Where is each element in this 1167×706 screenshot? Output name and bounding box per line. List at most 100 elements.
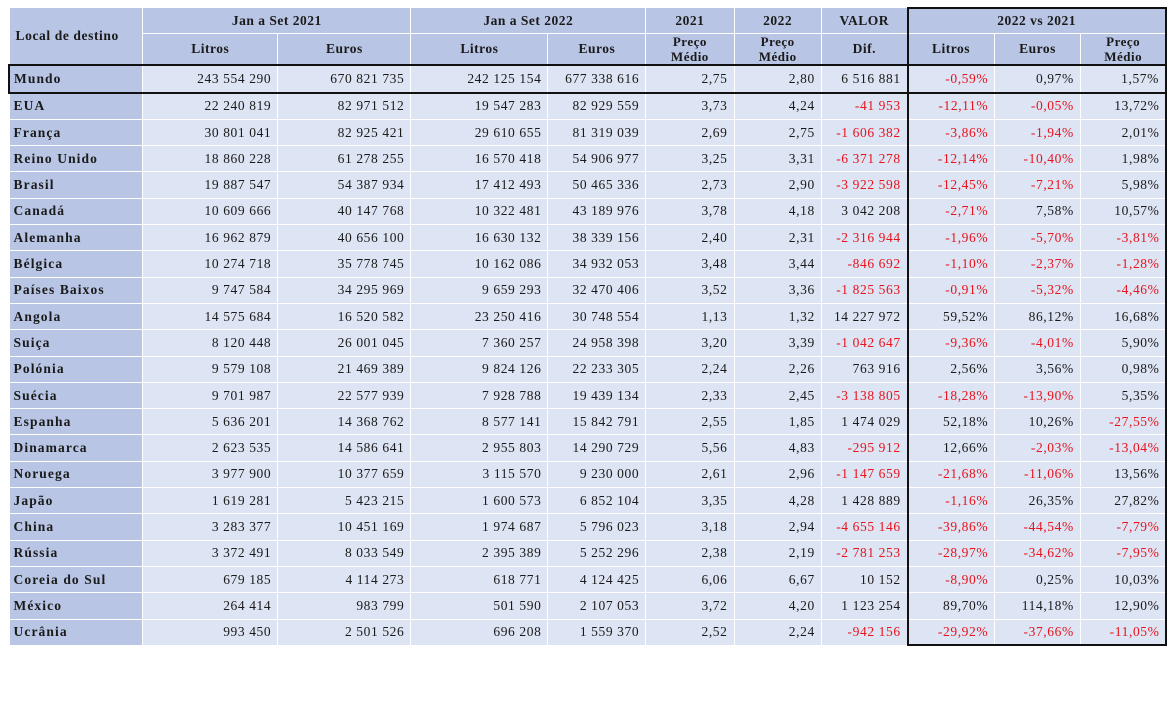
litros-2021-cell: 679 185 bbox=[142, 565, 279, 594]
euros-2022-cell: 82 929 559 bbox=[547, 92, 647, 120]
header-row-1: Local de destino Jan a Set 2021 Jan a Se… bbox=[8, 6, 1167, 66]
table-row: Coreia do Sul 679 185 4 114 273 618 771 4 12… bbox=[8, 565, 1167, 594]
litros-2022-cell: 16 570 418 bbox=[410, 145, 549, 173]
preco-change-cell: 27,82% bbox=[1079, 487, 1167, 515]
preco-2021-cell: 2,55 bbox=[645, 408, 735, 436]
euros-change-cell: -44,54% bbox=[994, 513, 1081, 541]
preco-2021-cell: 2,61 bbox=[645, 460, 735, 489]
table-row: Rússia 3 372 491 8 033 549 2 395 389 5 252 2… bbox=[8, 539, 1167, 567]
euros-change-cell: -0,05% bbox=[994, 92, 1081, 120]
comparison-header: 2022 vs 2021 bbox=[906, 6, 1167, 35]
preco-2022-cell: 4,83 bbox=[733, 434, 822, 462]
euros-2022-cell: 32 470 406 bbox=[547, 276, 647, 304]
preco-2021-cell: 2,73 bbox=[645, 171, 735, 199]
valor-dif-cell: -1 042 647 bbox=[820, 329, 908, 357]
preco-2022-cell: 4,28 bbox=[733, 487, 822, 515]
table-row: EUA 22 240 819 82 971 512 19 547 283 82 929 … bbox=[8, 92, 1167, 120]
litros-2021-cell: 2 623 535 bbox=[142, 434, 279, 462]
preco-change-cell: 5,90% bbox=[1079, 329, 1167, 357]
country-name: Canadá bbox=[8, 197, 144, 226]
table-row: Suécia 9 701 987 22 577 939 7 928 788 19 439… bbox=[8, 381, 1167, 410]
euros-2022-cell: 22 233 305 bbox=[547, 355, 647, 383]
preco-change-cell: 1,98% bbox=[1079, 145, 1167, 173]
medio-label: Médio bbox=[758, 49, 797, 65]
preco-2022-cell: 2,96 bbox=[733, 460, 822, 489]
preco-2022-cell: 4,24 bbox=[733, 92, 822, 120]
preco-change-cell: 16,68% bbox=[1079, 302, 1167, 331]
valor-dif-cell: 763 916 bbox=[820, 355, 908, 383]
litros-2021-cell: 9 701 987 bbox=[142, 381, 279, 410]
euros-2021-cell: 35 778 745 bbox=[277, 250, 412, 278]
table-row: China 3 283 377 10 451 169 1 974 687 5 796 0… bbox=[8, 513, 1167, 541]
preco-2022-cell: 2,94 bbox=[733, 513, 822, 541]
euros-2021-cell: 34 295 969 bbox=[277, 276, 412, 304]
litros-2021-cell: 9 579 108 bbox=[142, 355, 279, 383]
litros-2022-cell: 242 125 154 bbox=[410, 64, 549, 94]
country-name: Polónia bbox=[8, 355, 144, 383]
litros-2021-cell: 30 801 041 bbox=[142, 118, 279, 147]
preco-2021-cell: 2,75 bbox=[645, 64, 735, 94]
euros-2021-cell: 82 971 512 bbox=[277, 92, 412, 120]
litros-change-cell: -21,68% bbox=[906, 460, 996, 489]
litros-2021-cell: 10 609 666 bbox=[142, 197, 279, 226]
euros-2022-cell: 54 906 977 bbox=[547, 145, 647, 173]
country-name: Ucrânia bbox=[8, 618, 144, 646]
euros-2022-cell: 677 338 616 bbox=[547, 64, 647, 94]
euros-2021-cell: 16 520 582 bbox=[277, 302, 412, 331]
litros-2021-header: Litros bbox=[142, 33, 279, 66]
litros-2021-cell: 22 240 819 bbox=[142, 92, 279, 120]
country-name: Espanha bbox=[8, 408, 144, 436]
euros-2022-cell: 81 319 039 bbox=[547, 118, 647, 147]
preco-change-cell: 5,98% bbox=[1079, 171, 1167, 199]
table-row: Angola 14 575 684 16 520 582 23 250 416 30 7… bbox=[8, 302, 1167, 331]
preco-2021-cell: 3,18 bbox=[645, 513, 735, 541]
country-name: Reino Unido bbox=[8, 145, 144, 173]
euros-2022-cell: 50 465 336 bbox=[547, 171, 647, 199]
euros-change-cell: -2,03% bbox=[994, 434, 1081, 462]
valor-dif-cell: -295 912 bbox=[820, 434, 908, 462]
valor-dif-cell: -2 316 944 bbox=[820, 224, 908, 252]
preco-2021-cell: 3,25 bbox=[645, 145, 735, 173]
euros-change-cell: -7,21% bbox=[994, 171, 1081, 199]
euros-change-cell: 26,35% bbox=[994, 487, 1081, 515]
euros-change-cell: -37,66% bbox=[994, 618, 1081, 646]
euros-2022-cell: 6 852 104 bbox=[547, 487, 647, 515]
litros-change-cell: -28,97% bbox=[906, 539, 996, 567]
table-row: França 30 801 041 82 925 421 29 610 655 81 3… bbox=[8, 118, 1167, 147]
preco-2022-cell: 2,45 bbox=[733, 381, 822, 410]
valor-dif-cell: -1 825 563 bbox=[820, 276, 908, 304]
euros-2022-cell: 15 842 791 bbox=[547, 408, 647, 436]
euros-2021-cell: 5 423 215 bbox=[277, 487, 412, 515]
preco-2022-cell: 4,20 bbox=[733, 592, 822, 620]
euros-change-cell: -2,37% bbox=[994, 250, 1081, 278]
euros-2021-cell: 82 925 421 bbox=[277, 118, 412, 147]
preco-2021-cell: 3,78 bbox=[645, 197, 735, 226]
litros-change-cell: 12,66% bbox=[906, 434, 996, 462]
preco-2022-cell: 4,18 bbox=[733, 197, 822, 226]
euros-2021-cell: 54 387 934 bbox=[277, 171, 412, 199]
table-row: Suiça 8 120 448 26 001 045 7 360 257 24 958 … bbox=[8, 329, 1167, 357]
preco-2022-cell: 2,24 bbox=[733, 618, 822, 646]
preco-2021-cell: 2,38 bbox=[645, 539, 735, 567]
preco-medio-2022-header: Preço Médio bbox=[733, 33, 822, 66]
country-name: Alemanha bbox=[8, 224, 144, 252]
valor-dif-cell: 10 152 bbox=[820, 565, 908, 594]
euros-2021-cell: 10 451 169 bbox=[277, 513, 412, 541]
euros-2021-cell: 8 033 549 bbox=[277, 539, 412, 567]
destination-header: Local de destino bbox=[8, 7, 144, 66]
preco-2022-cell: 6,67 bbox=[733, 565, 822, 594]
litros-2022-cell: 9 824 126 bbox=[410, 355, 549, 383]
preco-change-cell: 10,57% bbox=[1079, 197, 1167, 226]
valor-dif-cell: -4 655 146 bbox=[820, 513, 908, 541]
litros-change-cell: -0,59% bbox=[906, 64, 996, 94]
litros-change-cell: -12,14% bbox=[906, 145, 996, 173]
euros-2021-cell: 983 799 bbox=[277, 592, 412, 620]
preco-2021-cell: 2,52 bbox=[645, 618, 735, 646]
valor-dif-cell: -2 781 253 bbox=[820, 539, 908, 567]
valor-header: VALOR bbox=[820, 6, 908, 35]
euros-change-cell: -5,70% bbox=[994, 224, 1081, 252]
table-row: México 264 414 983 799 501 590 2 107 053 3,72… bbox=[8, 592, 1167, 620]
country-name: Japão bbox=[8, 487, 144, 515]
preco-2021-cell: 2,40 bbox=[645, 224, 735, 252]
euros-2022-cell: 19 439 134 bbox=[547, 381, 647, 410]
